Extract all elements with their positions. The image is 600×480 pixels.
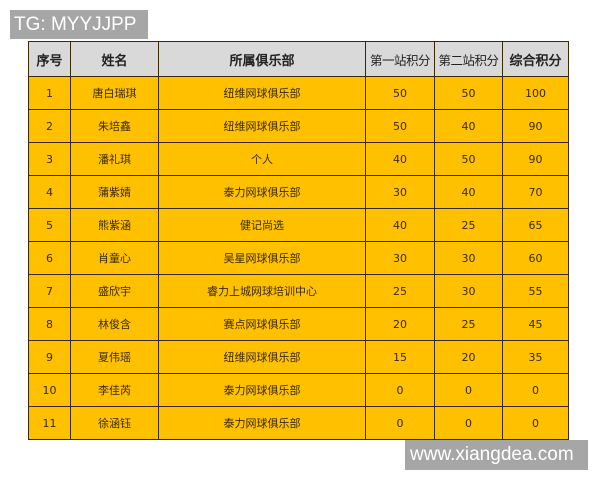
cell-stage1: 50: [365, 109, 435, 143]
cell-stage2: 50: [434, 76, 503, 110]
cell-total: 100: [502, 76, 569, 110]
cell-name: 徐涵钰: [70, 406, 159, 440]
cell-total: 45: [502, 307, 569, 341]
cell-stage1: 25: [365, 274, 435, 308]
table-row: 11 徐涵钰 泰力网球俱乐部 0 0 0: [28, 406, 569, 440]
cell-total: 0: [502, 406, 569, 440]
cell-stage2: 40: [434, 175, 503, 209]
table-row: 2 朱培鑫 纽维网球俱乐部 50 40 90: [28, 109, 569, 143]
table-row: 6 肖童心 吴星网球俱乐部 30 30 60: [28, 241, 569, 275]
cell-index: 7: [28, 274, 71, 308]
table-row: 5 熊紫涵 健记尚选 40 25 65: [28, 208, 569, 242]
cell-stage1: 40: [365, 142, 435, 176]
cell-index: 2: [28, 109, 71, 143]
table-row: 4 蒲紫婧 泰力网球俱乐部 30 40 70: [28, 175, 569, 209]
cell-index: 11: [28, 406, 71, 440]
table-row: 7 盛欣宇 睿力上城网球培训中心 25 30 55: [28, 274, 569, 308]
cell-club: 个人: [158, 142, 366, 176]
cell-index: 3: [28, 142, 71, 176]
header-stage1: 第一站积分: [365, 41, 435, 77]
cell-stage1: 0: [365, 406, 435, 440]
cell-index: 1: [28, 76, 71, 110]
cell-stage1: 50: [365, 76, 435, 110]
table-row: 9 夏伟瑶 纽维网球俱乐部 15 20 35: [28, 340, 569, 374]
cell-stage2: 30: [434, 274, 503, 308]
cell-name: 盛欣宇: [70, 274, 159, 308]
cell-club: 纽维网球俱乐部: [158, 109, 366, 143]
cell-stage1: 15: [365, 340, 435, 374]
cell-stage2: 25: [434, 307, 503, 341]
cell-index: 8: [28, 307, 71, 341]
cell-stage1: 30: [365, 241, 435, 275]
cell-total: 65: [502, 208, 569, 242]
header-total: 综合积分: [502, 41, 569, 77]
watermark-bottom: www.xiangdea.com: [405, 440, 588, 470]
cell-club: 泰力网球俱乐部: [158, 175, 366, 209]
table-header-row: 序号 姓名 所属俱乐部 第一站积分 第二站积分 综合积分: [28, 41, 569, 77]
cell-club: 赛点网球俱乐部: [158, 307, 366, 341]
header-name: 姓名: [70, 41, 159, 77]
cell-club: 纽维网球俱乐部: [158, 340, 366, 374]
cell-name: 潘礼琪: [70, 142, 159, 176]
cell-name: 熊紫涵: [70, 208, 159, 242]
cell-total: 60: [502, 241, 569, 275]
table-row: 1 唐白瑞琪 纽维网球俱乐部 50 50 100: [28, 76, 569, 110]
cell-name: 李佳芮: [70, 373, 159, 407]
cell-index: 9: [28, 340, 71, 374]
header-stage2: 第二站积分: [434, 41, 503, 77]
cell-stage2: 40: [434, 109, 503, 143]
cell-name: 夏伟瑶: [70, 340, 159, 374]
cell-stage2: 30: [434, 241, 503, 275]
cell-total: 0: [502, 373, 569, 407]
cell-total: 90: [502, 142, 569, 176]
cell-club: 泰力网球俱乐部: [158, 406, 366, 440]
header-index: 序号: [28, 41, 71, 77]
cell-name: 蒲紫婧: [70, 175, 159, 209]
cell-total: 35: [502, 340, 569, 374]
cell-index: 10: [28, 373, 71, 407]
cell-stage1: 40: [365, 208, 435, 242]
cell-stage1: 0: [365, 373, 435, 407]
cell-total: 55: [502, 274, 569, 308]
cell-index: 4: [28, 175, 71, 209]
cell-stage2: 25: [434, 208, 503, 242]
cell-stage2: 20: [434, 340, 503, 374]
cell-club: 睿力上城网球培训中心: [158, 274, 366, 308]
cell-index: 6: [28, 241, 71, 275]
cell-stage2: 0: [434, 373, 503, 407]
table-row: 10 李佳芮 泰力网球俱乐部 0 0 0: [28, 373, 569, 407]
cell-stage2: 0: [434, 406, 503, 440]
cell-name: 林俊含: [70, 307, 159, 341]
cell-club: 健记尚选: [158, 208, 366, 242]
table-row: 8 林俊含 赛点网球俱乐部 20 25 45: [28, 307, 569, 341]
cell-name: 朱培鑫: [70, 109, 159, 143]
watermark-top: TG: MYYJJPP: [10, 10, 148, 39]
cell-index: 5: [28, 208, 71, 242]
ranking-table: 序号 姓名 所属俱乐部 第一站积分 第二站积分 综合积分 1 唐白瑞琪 纽维网球俱乐…: [28, 41, 569, 440]
cell-club: 纽维网球俱乐部: [158, 76, 366, 110]
cell-club: 泰力网球俱乐部: [158, 373, 366, 407]
cell-name: 肖童心: [70, 241, 159, 275]
cell-stage2: 50: [434, 142, 503, 176]
cell-club: 吴星网球俱乐部: [158, 241, 366, 275]
cell-stage1: 30: [365, 175, 435, 209]
cell-total: 90: [502, 109, 569, 143]
header-club: 所属俱乐部: [158, 41, 366, 77]
cell-name: 唐白瑞琪: [70, 76, 159, 110]
cell-total: 70: [502, 175, 569, 209]
cell-stage1: 20: [365, 307, 435, 341]
table-row: 3 潘礼琪 个人 40 50 90: [28, 142, 569, 176]
